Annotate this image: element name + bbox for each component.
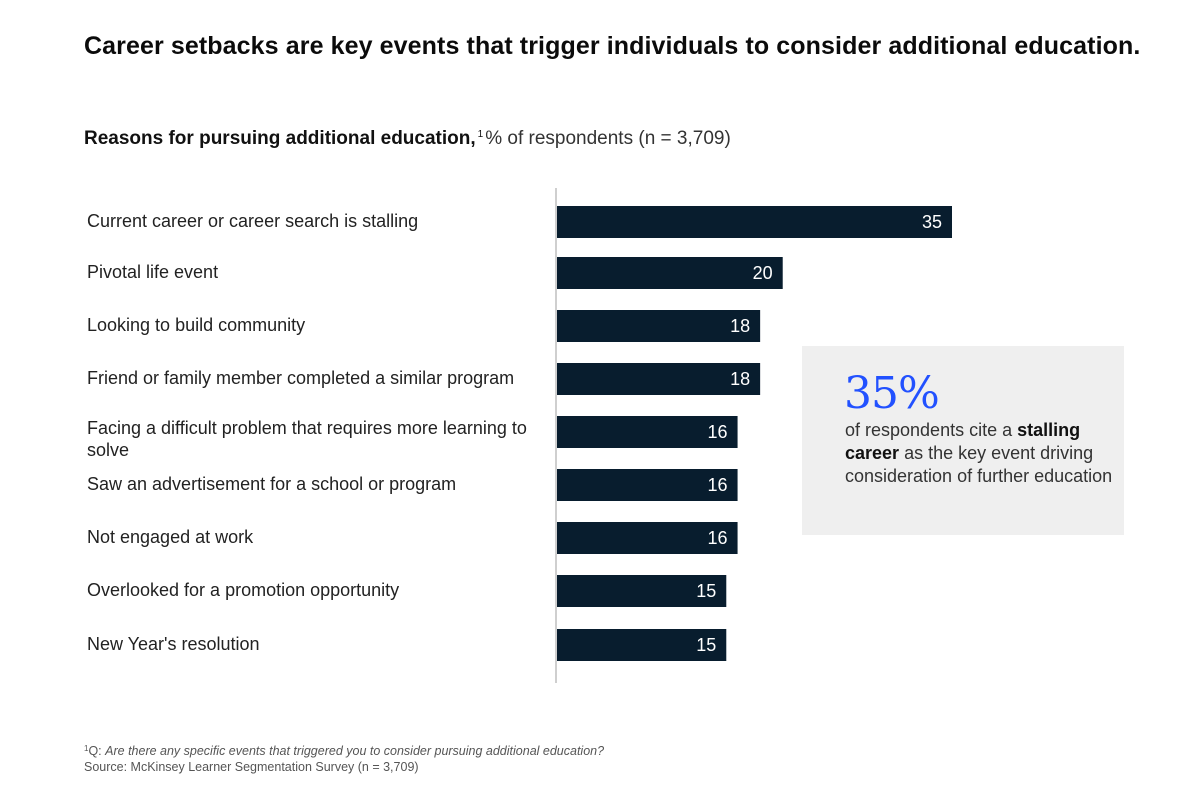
- bar: [557, 629, 727, 661]
- chart-subtitle: Reasons for pursuing additional educatio…: [84, 128, 731, 150]
- bar-value-label: 35: [922, 212, 942, 232]
- footnote-question-prefix: Q:: [88, 744, 102, 758]
- footnote: 1Q: Are there any specific events that t…: [84, 741, 604, 775]
- footnote-source: Source: McKinsey Learner Segmentation Su…: [84, 760, 419, 774]
- category-label: Pivotal life event: [87, 262, 219, 282]
- footnote-mark: 1: [84, 744, 89, 753]
- bar-value-label: 15: [696, 581, 716, 601]
- category-label: Current career or career search is stall…: [87, 211, 419, 231]
- bar-value-label: 20: [753, 263, 773, 283]
- bar-value-label: 18: [730, 316, 750, 336]
- category-label: Looking to build community: [87, 315, 306, 335]
- category-label: Overlooked for a promotion opportunity: [87, 580, 400, 600]
- callout-stat: 35%: [844, 368, 940, 419]
- callout-text: of respondents cite a stalling career as…: [845, 419, 1115, 488]
- bar: [557, 469, 738, 501]
- bar-value-label: 16: [708, 475, 728, 495]
- callout-box: 35% of respondents cite a stalling caree…: [802, 346, 1124, 535]
- bar: [557, 363, 761, 395]
- category-label: Not engaged at work: [87, 527, 254, 547]
- category-label: Facing a difficult problem that requires…: [87, 418, 527, 460]
- footnote-question-text: Are there any specific events that trigg…: [105, 744, 605, 758]
- bar-value-label: 16: [708, 422, 728, 442]
- footnote-question: 1Q: Are there any specific events that t…: [84, 741, 604, 759]
- subtitle-unit: % of respondents (n = 3,709): [485, 128, 731, 149]
- category-label: Saw an advertisement for a school or pro…: [87, 474, 457, 494]
- callout-text-before: of respondents cite a: [845, 420, 1013, 440]
- bar: [557, 575, 727, 607]
- bar-value-label: 18: [730, 369, 750, 389]
- callout-text-bold: stalling career: [845, 420, 1081, 463]
- bar-value-label: 16: [708, 528, 728, 548]
- bar-value-label: 15: [696, 635, 716, 655]
- category-label: Friend or family member completed a simi…: [87, 368, 515, 388]
- callout-text-after: as the key event driving consideration o…: [845, 443, 1113, 486]
- bar: [557, 416, 738, 448]
- bar: [557, 206, 952, 238]
- category-label: New Year's resolution: [87, 634, 260, 654]
- bar: [557, 522, 738, 554]
- bar: [557, 257, 783, 289]
- bar: [557, 310, 761, 342]
- footnote-mark: 1: [477, 129, 484, 140]
- subtitle-bold: Reasons for pursuing additional educatio…: [84, 128, 476, 149]
- chart-title: Career setbacks are key events that trig…: [84, 32, 1141, 60]
